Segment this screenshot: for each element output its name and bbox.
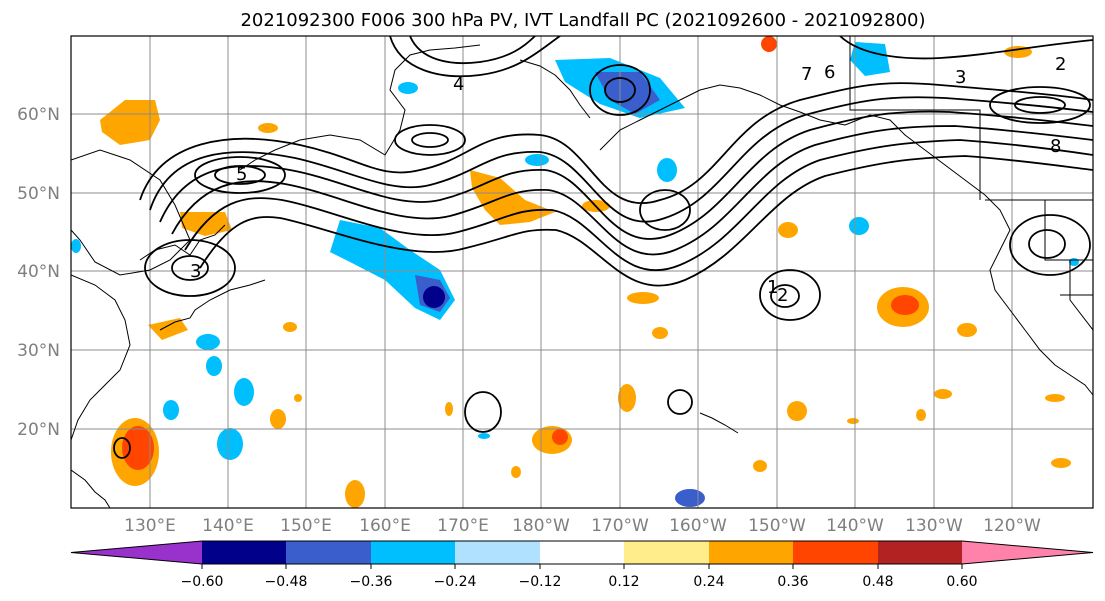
coastlines [71,36,1093,508]
colorbar-tick-label: 0.12 [608,574,639,590]
latitude-labels: 60°N 50°N 40°N 30°N 20°N [17,105,60,440]
negative-shading [71,42,1079,507]
colorbar [70,540,1094,569]
contour-label: 5 [236,164,247,185]
lon-label: 140°W [826,516,884,536]
lon-label: 130°W [905,516,963,536]
lat-label: 20°N [17,420,60,440]
colorbar-tick-label: −0.60 [181,574,224,590]
lon-label: 180°W [512,516,570,536]
graticule [71,36,1093,508]
colorbar-swatch [540,541,624,564]
colorbar-swatch [371,541,455,564]
map-frame [70,35,1094,509]
contour-label: 8 [1050,136,1061,157]
lon-label: 170°W [591,516,649,536]
lon-label: 150°W [748,516,806,536]
map-panel: 3 1 2 5 4 8 7 6 3 2 [71,36,1093,508]
pv-contours [113,36,1093,459]
colorbar-tick-label: 0.60 [946,574,977,590]
contour-label: 3 [955,67,966,88]
lon-label: 160°E [359,516,411,536]
contour-label: 3 [190,261,201,282]
lon-label: 170°E [437,516,489,536]
colorbar-tick-label: −0.36 [350,574,393,590]
colorbar-tick-label: −0.12 [519,574,562,590]
contour-label: 2 [777,285,788,306]
lon-label: 160°W [669,516,727,536]
colorbar-swatch [202,541,286,564]
contour-label: 6 [824,62,835,83]
colorbar-tick-label: −0.48 [265,574,308,590]
lat-label: 30°N [17,341,60,361]
lon-label: 130°E [124,516,176,536]
contour-label: 7 [801,64,812,85]
colorbar-swatch [286,541,371,564]
colorbar-tick-label: 0.36 [777,574,808,590]
longitude-labels: 130°E 140°E 150°E 160°E 170°E 180°W 170°… [124,516,1041,536]
lat-label: 60°N [17,105,60,125]
colorbar-swatch [709,541,793,564]
positive-shading [100,36,1071,508]
colorbar-extend-low [71,541,202,564]
lat-label: 40°N [17,262,60,282]
colorbar-swatch [793,541,878,564]
colorbar-tick-label: 0.24 [693,574,724,590]
contour-label: 1 [767,277,778,298]
lat-label: 50°N [17,184,60,204]
lon-label: 150°E [280,516,332,536]
colorbar-ticks: −0.60 −0.48 −0.36 −0.24 −0.12 0.12 0.24 … [181,574,978,590]
colorbar-swatch [455,541,540,564]
contour-label: 2 [1055,54,1066,75]
colorbar-swatch [878,541,962,564]
colorbar-extend-high [962,541,1093,564]
colorbar-tick-label: 0.48 [862,574,893,590]
map-title: 2021092300 F006 300 hPa PV, IVT Landfall… [240,10,925,31]
contour-label: 4 [453,74,464,95]
lon-label: 140°E [202,516,254,536]
colorbar-tick-label: −0.24 [434,574,477,590]
colorbar-swatch [624,541,709,564]
contour-label-group: 3 1 2 5 4 8 7 6 3 2 [190,54,1066,306]
lon-label: 120°W [983,516,1041,536]
